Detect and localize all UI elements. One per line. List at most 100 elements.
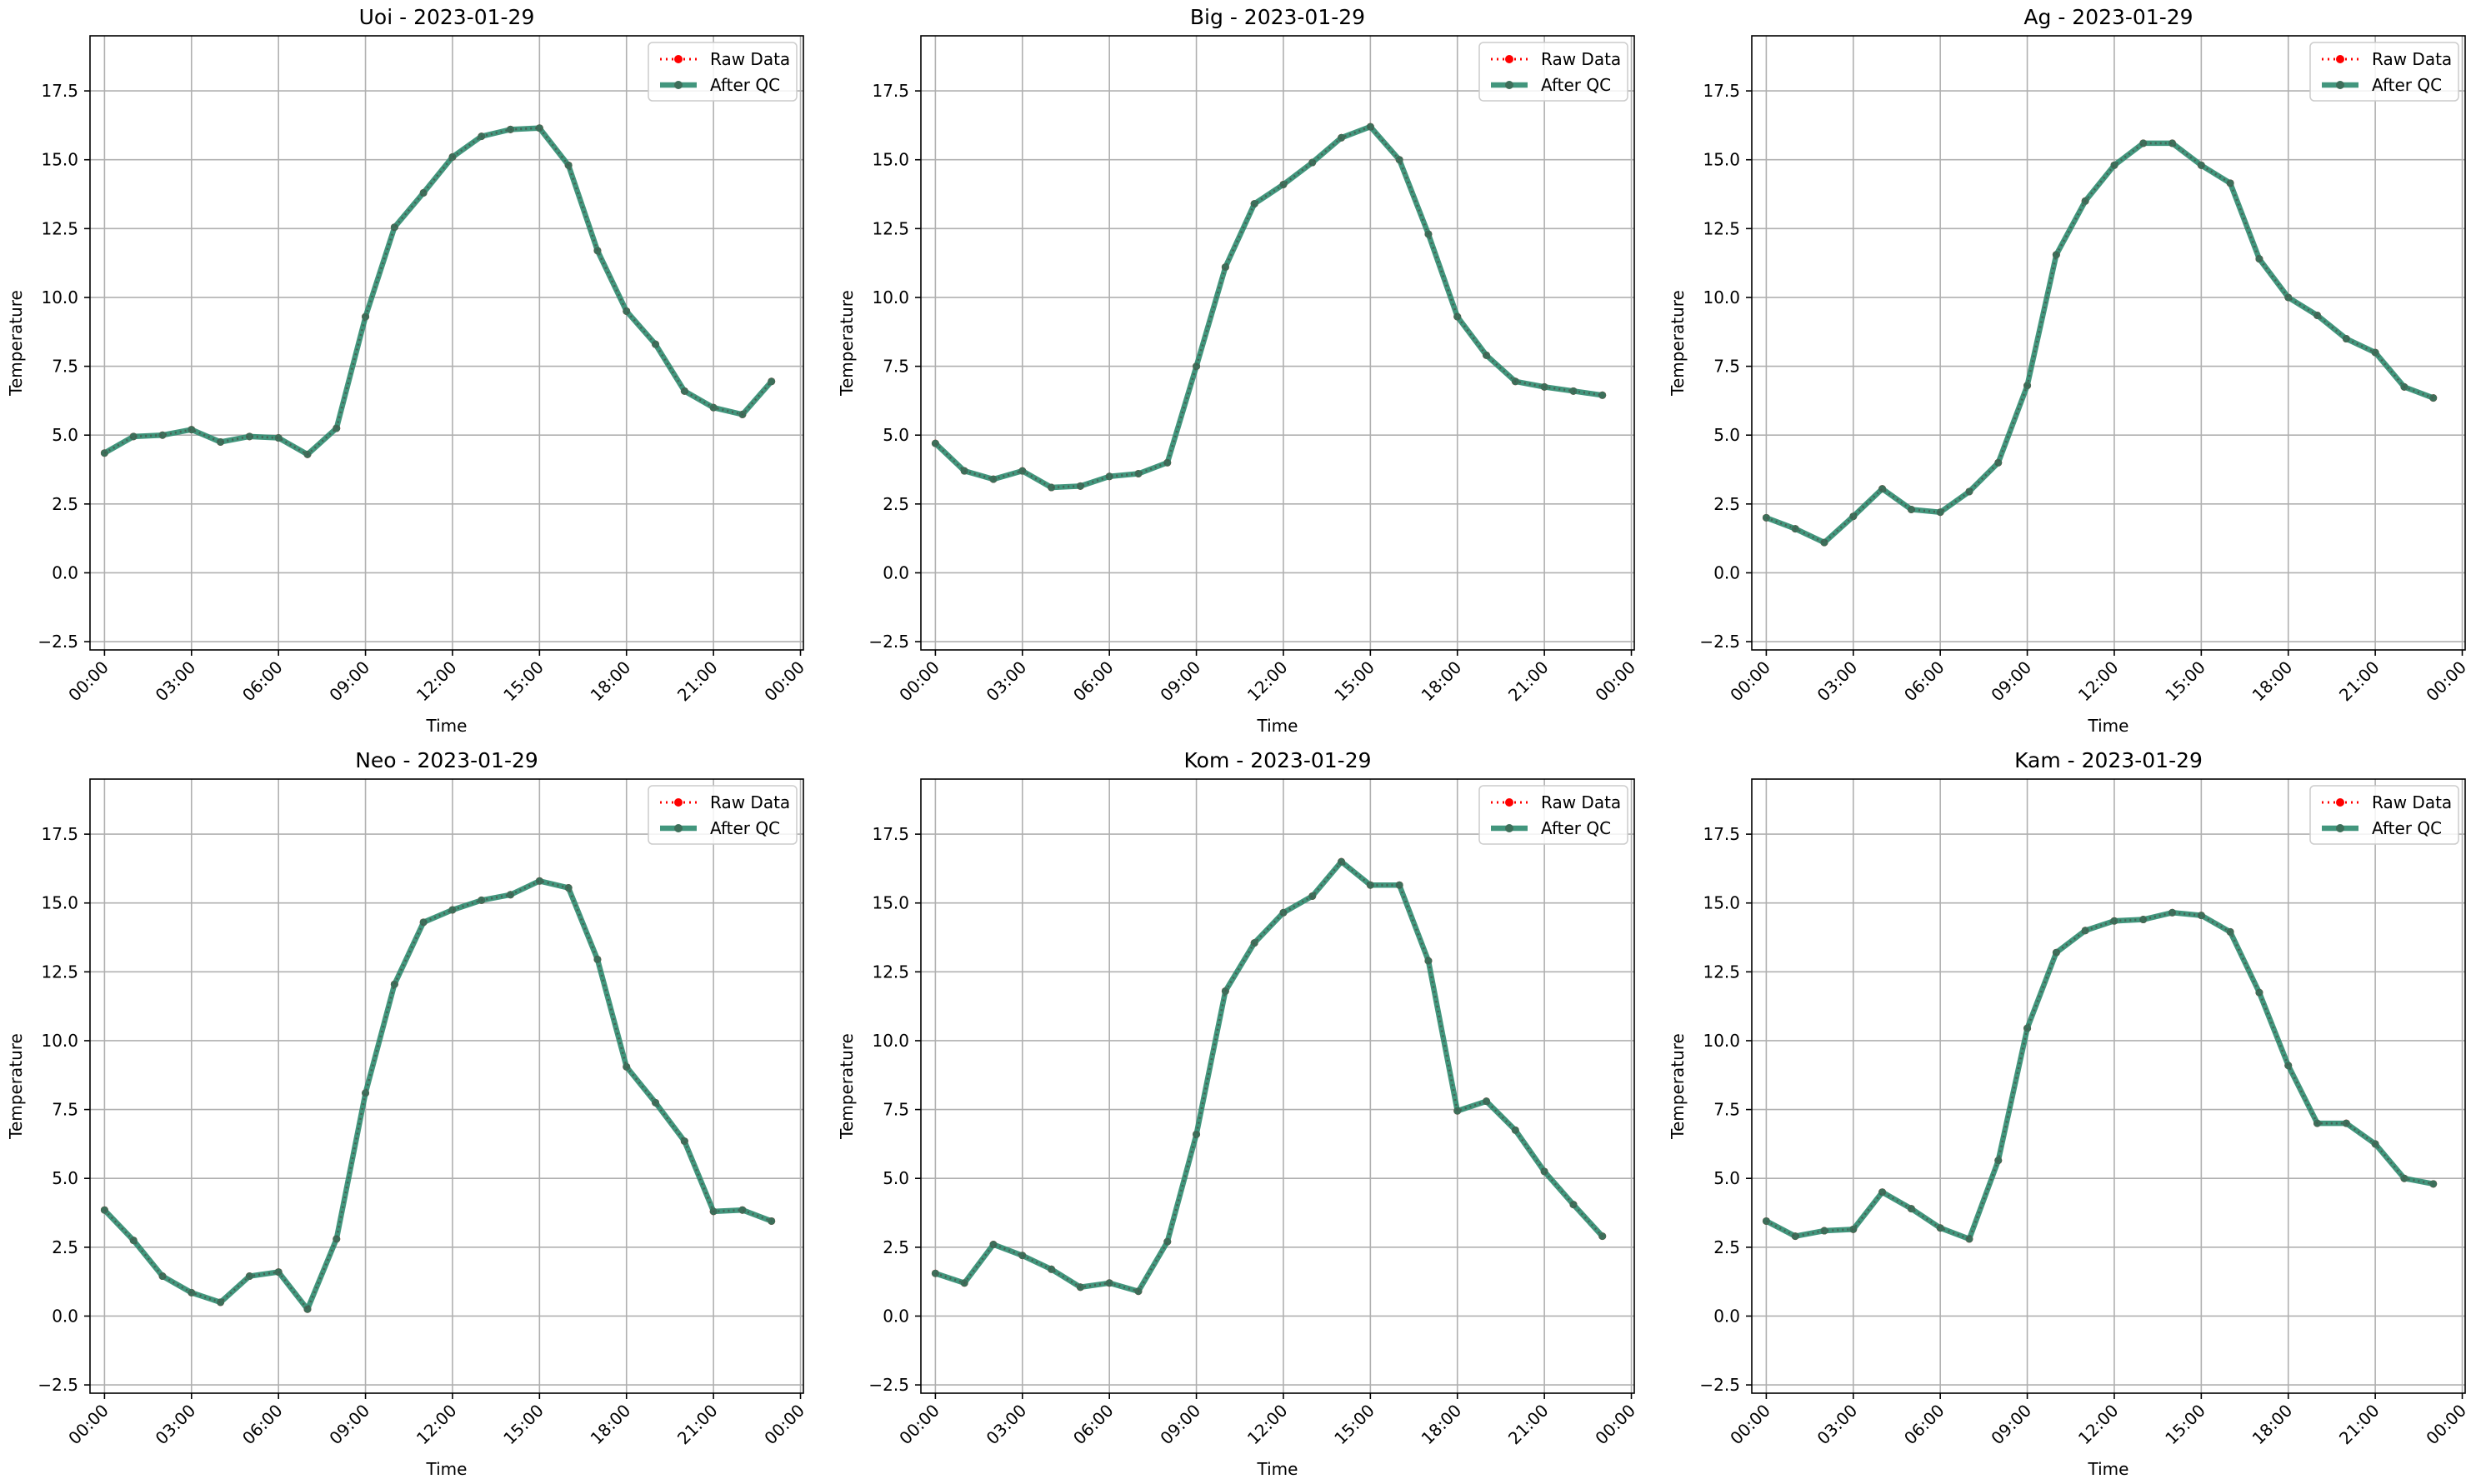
y-tick-label: 12.5 bbox=[1703, 962, 1740, 982]
x-tick-label: 00:00 bbox=[64, 657, 113, 706]
x-tick-label: 18:00 bbox=[587, 657, 635, 706]
legend-label-raw-data: Raw Data bbox=[2372, 792, 2452, 812]
y-tick-label: 2.5 bbox=[883, 1237, 909, 1257]
plot-frame bbox=[1751, 778, 2466, 1394]
legend-marker-after-qc bbox=[1505, 824, 1513, 832]
data-point-after-qc bbox=[303, 1305, 312, 1313]
y-tick-label: 5.0 bbox=[1713, 425, 1740, 445]
legend: Raw Data After QC bbox=[1478, 785, 1628, 845]
legend-label-raw-data: Raw Data bbox=[710, 49, 790, 69]
chart-panel: −2.5 0.0 2.5 5.0 7.5 10.0 12.5 15.0 17.5 00:00 03:… bbox=[1668, 748, 2470, 1479]
data-point-after-qc bbox=[1907, 1205, 1915, 1213]
x-tick-label: 09:00 bbox=[1987, 1401, 2035, 1449]
legend: Raw Data After QC bbox=[2309, 785, 2459, 845]
x-tick-label: 00:00 bbox=[895, 657, 943, 706]
y-tick-label: 2.5 bbox=[1713, 494, 1740, 514]
y-tick-label: 15.0 bbox=[41, 150, 78, 170]
x-tick-label: 03:00 bbox=[983, 1401, 1031, 1449]
x-tick-label: 18:00 bbox=[2248, 657, 2297, 706]
legend: Raw Data After QC bbox=[2309, 42, 2459, 102]
x-axis-label: Time bbox=[426, 1459, 468, 1479]
data-point-after-qc bbox=[680, 387, 688, 395]
y-tick-label: −2.5 bbox=[1699, 1375, 1740, 1395]
legend-marker-raw-data bbox=[674, 798, 683, 807]
y-tick-label: 17.5 bbox=[872, 81, 909, 101]
x-tick-label: 03:00 bbox=[1813, 657, 1862, 706]
plot-area bbox=[90, 779, 803, 1393]
x-tick-label: 03:00 bbox=[152, 1401, 200, 1449]
y-tick-label: 10.0 bbox=[1703, 1031, 1740, 1051]
x-axis-label: Time bbox=[2088, 716, 2129, 736]
legend-marker-after-qc bbox=[2336, 81, 2344, 89]
data-point-after-qc bbox=[1483, 351, 1491, 359]
y-tick-label: 17.5 bbox=[41, 81, 78, 101]
x-tick-label: 18:00 bbox=[1418, 1401, 1466, 1449]
data-point-after-qc bbox=[1193, 1130, 1201, 1138]
data-point-after-qc bbox=[2110, 917, 2118, 925]
x-tick-label: 00:00 bbox=[1591, 1401, 1639, 1449]
data-point-after-qc bbox=[564, 884, 573, 892]
data-point-after-qc bbox=[1569, 1201, 1578, 1209]
data-point-after-qc bbox=[1048, 1265, 1056, 1273]
series-line-after-qc bbox=[933, 123, 1603, 491]
data-point-after-qc bbox=[535, 877, 543, 885]
data-point-after-qc bbox=[1849, 512, 1858, 521]
x-tick-label: 06:00 bbox=[1900, 657, 1948, 706]
y-tick-label: 12.5 bbox=[41, 962, 78, 982]
plot-area bbox=[921, 779, 1634, 1393]
data-point-after-qc bbox=[1193, 362, 1201, 371]
legend-marker-after-qc bbox=[1505, 81, 1513, 89]
data-point-after-qc bbox=[652, 340, 660, 348]
y-tick-label: 17.5 bbox=[1703, 81, 1740, 101]
data-point-after-qc bbox=[507, 891, 515, 899]
data-point-after-qc bbox=[768, 377, 776, 386]
x-axis-label: Time bbox=[1257, 1459, 1298, 1479]
data-point-after-qc bbox=[129, 1237, 138, 1245]
x-tick-label: 15:00 bbox=[1330, 657, 1378, 706]
y-axis-label: Temperature bbox=[6, 1033, 26, 1140]
legend-label-after-qc: After QC bbox=[710, 75, 780, 95]
plot-frame bbox=[89, 35, 804, 651]
x-tick-label: 15:00 bbox=[2161, 657, 2209, 706]
x-tick-label: 06:00 bbox=[238, 1401, 287, 1449]
data-point-after-qc bbox=[1105, 472, 1113, 481]
series-line-after-qc bbox=[103, 125, 774, 457]
data-point-after-qc bbox=[1820, 1227, 1828, 1235]
y-tick-label: 7.5 bbox=[1713, 357, 1740, 377]
x-tick-label: 00:00 bbox=[1726, 1401, 1774, 1449]
data-point-after-qc bbox=[535, 124, 543, 132]
data-point-after-qc bbox=[2429, 394, 2438, 402]
data-point-after-qc bbox=[1878, 1188, 1887, 1197]
data-point-after-qc bbox=[390, 980, 398, 988]
x-tick-label: 15:00 bbox=[1330, 1401, 1378, 1449]
data-point-after-qc bbox=[362, 1089, 370, 1097]
x-tick-label: 12:00 bbox=[2074, 1401, 2123, 1449]
y-tick-label: −2.5 bbox=[868, 632, 909, 652]
x-tick-label: 00:00 bbox=[2422, 1401, 2470, 1449]
y-tick-label: 2.5 bbox=[52, 494, 78, 514]
data-point-after-qc bbox=[680, 1137, 688, 1146]
plot-area bbox=[1752, 779, 2465, 1393]
x-tick-label: 21:00 bbox=[1504, 657, 1553, 706]
x-axis-label: Time bbox=[426, 716, 468, 736]
data-point-after-qc bbox=[1598, 391, 1607, 399]
data-point-after-qc bbox=[1569, 387, 1578, 395]
x-tick-label: 09:00 bbox=[1156, 1401, 1204, 1449]
chart-title: Kom - 2023-01-29 bbox=[1184, 748, 1372, 772]
legend-label-raw-data: Raw Data bbox=[2372, 49, 2452, 69]
x-tick-label: 06:00 bbox=[1900, 1401, 1948, 1449]
legend-marker-after-qc bbox=[2336, 824, 2344, 832]
y-tick-label: 5.0 bbox=[883, 1168, 909, 1188]
x-tick-label: 03:00 bbox=[1813, 1401, 1862, 1449]
data-point-after-qc bbox=[274, 434, 283, 442]
data-point-after-qc bbox=[448, 152, 457, 161]
x-tick-label: 00:00 bbox=[895, 1401, 943, 1449]
y-tick-label: 7.5 bbox=[52, 357, 78, 377]
data-point-after-qc bbox=[738, 1206, 747, 1214]
y-tick-label: 7.5 bbox=[52, 1100, 78, 1120]
chart-title: Ag - 2023-01-29 bbox=[2023, 5, 2193, 29]
data-point-after-qc bbox=[2284, 1062, 2293, 1070]
x-tick-label: 00:00 bbox=[760, 1401, 808, 1449]
data-point-after-qc bbox=[593, 955, 602, 963]
y-axis-label: Temperature bbox=[6, 290, 26, 397]
